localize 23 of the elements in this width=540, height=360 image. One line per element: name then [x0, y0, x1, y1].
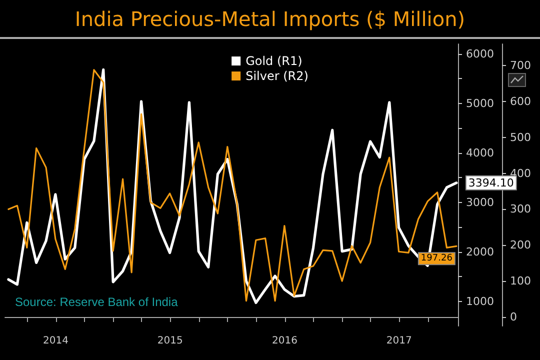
y2-tick-label: 700: [510, 59, 531, 72]
data-label: 3394.10: [468, 176, 514, 190]
x-tick-label: 2014: [43, 336, 68, 346]
data-label: 197.26: [420, 254, 453, 264]
x-tick-label: 2016: [272, 336, 298, 346]
y-tick-label: 3000: [466, 196, 494, 209]
y2-tick-label: 200: [510, 238, 531, 252]
x-tick-label: 2015: [157, 336, 183, 346]
y-tick-label: 4000: [466, 146, 494, 160]
x-tick-label: 2017: [386, 336, 412, 346]
y-tick-label: 5000: [466, 96, 494, 110]
y2-tick-label: 300: [510, 202, 531, 216]
y2-tick-label: 0: [510, 310, 517, 324]
legend-label: Silver (R2): [246, 69, 308, 83]
y2-tick-label: 600: [510, 94, 531, 108]
chart-title: India Precious-Metal Imports ($ Million): [74, 7, 466, 31]
y2-tick-label: 100: [510, 274, 531, 288]
y-tick-label: 6000: [466, 47, 494, 60]
annotation: Source: Reserve Bank of India: [15, 295, 178, 309]
y2-tick-label: 500: [510, 130, 531, 144]
legend-label: Gold (R1): [246, 54, 302, 68]
y-tick-label: 2000: [466, 245, 494, 258]
y-tick-label: 1000: [466, 294, 494, 308]
